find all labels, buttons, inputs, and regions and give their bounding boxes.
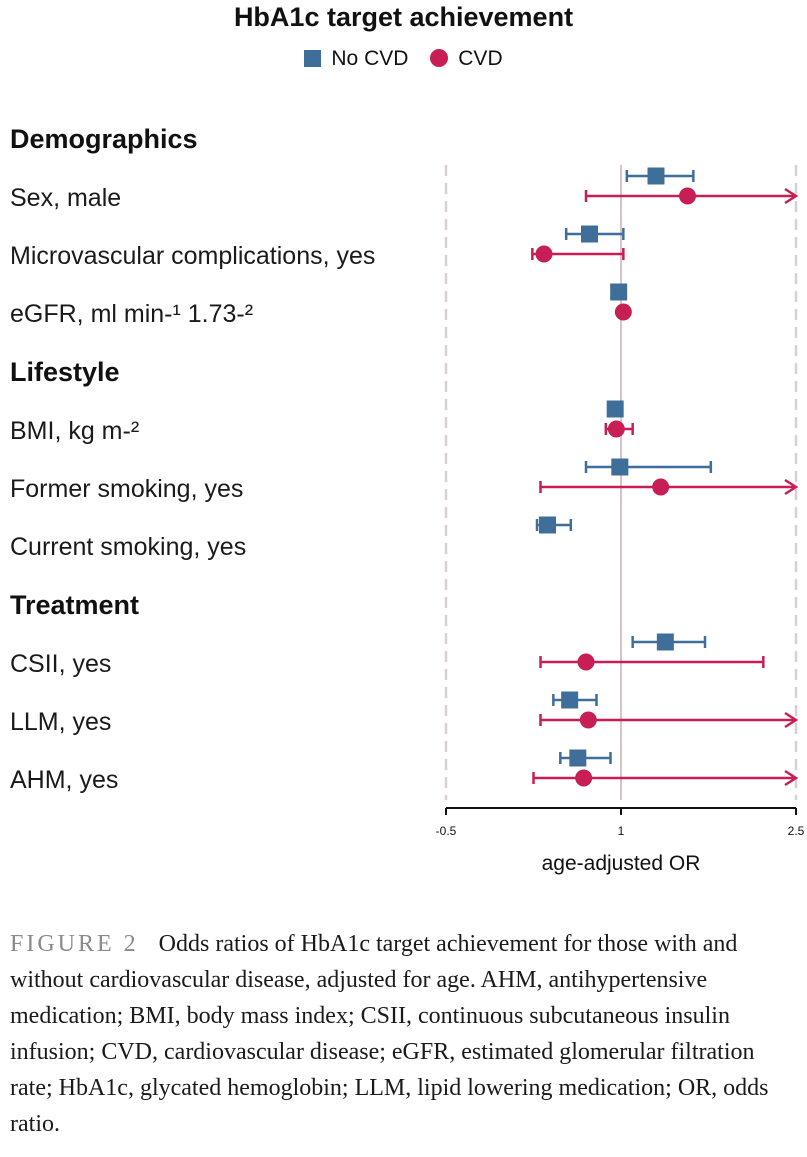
legend: No CVD CVD	[0, 47, 807, 71]
cvd-point	[579, 711, 597, 729]
legend-item-cvd: CVD	[430, 47, 503, 71]
cvd-ci-arrow	[784, 711, 799, 729]
x-axis-tick-label: 1	[618, 824, 625, 838]
no-cvd-point	[611, 458, 629, 476]
no-cvd-point	[606, 400, 624, 418]
no-cvd-point	[569, 749, 587, 767]
legend-label-cvd: CVD	[458, 47, 503, 71]
row-label: CSII, yes	[10, 650, 112, 678]
section-header-demographics: Demographics	[10, 124, 198, 154]
no-cvd-point	[539, 516, 556, 534]
legend-label-no-cvd: No CVD	[331, 47, 409, 71]
x-axis-label: age-adjusted OR	[542, 852, 701, 875]
figure-caption: FIGURE 2 Odds ratios of HbA1c target achi…	[10, 926, 802, 1142]
section-header-treatment: Treatment	[10, 590, 140, 620]
caption-text: Odds ratios of HbA1c target achievement …	[10, 931, 769, 1137]
row-label: Sex, male	[10, 184, 122, 212]
no-cvd-point	[610, 283, 628, 301]
no-cvd-point	[647, 167, 665, 185]
cvd-point	[577, 653, 595, 671]
row-label: LLM, yes	[10, 708, 112, 736]
cvd-ci-arrow	[784, 478, 799, 496]
row-label: AHM, yes	[10, 766, 119, 794]
legend-item-no-cvd: No CVD	[304, 47, 408, 71]
no-cvd-point	[561, 691, 579, 709]
no-cvd-point	[581, 225, 598, 243]
x-axis-tick-label: 2.5	[788, 824, 805, 838]
cvd-point	[535, 245, 553, 263]
row-label: Microvascular complications, yes	[10, 242, 376, 270]
chart-title: HbA1c target achievement	[233, 2, 574, 32]
row-label: Current smoking, yes	[10, 533, 247, 561]
row-label: eGFR, ml min-¹ 1.73-²	[10, 300, 254, 328]
cvd-point	[575, 769, 593, 787]
row-label: BMI, kg m-²	[10, 417, 140, 445]
cvd-point	[679, 187, 696, 205]
x-axis-tick-label: -0.5	[436, 824, 457, 838]
row-label: Former smoking, yes	[10, 475, 244, 503]
forest-plot: -0.5 1 2.5 age-adjusted OR	[436, 165, 805, 875]
legend-circle-marker	[430, 49, 449, 68]
cvd-point	[607, 420, 625, 438]
cvd-point	[614, 303, 632, 321]
legend-square-marker	[304, 50, 322, 68]
cvd-point	[652, 478, 670, 496]
cvd-ci-arrow	[784, 769, 799, 787]
figure-label: FIGURE 2	[10, 931, 139, 957]
section-header-lifestyle: Lifestyle	[10, 357, 120, 387]
no-cvd-point	[656, 633, 674, 651]
cvd-ci-arrow	[784, 187, 799, 205]
